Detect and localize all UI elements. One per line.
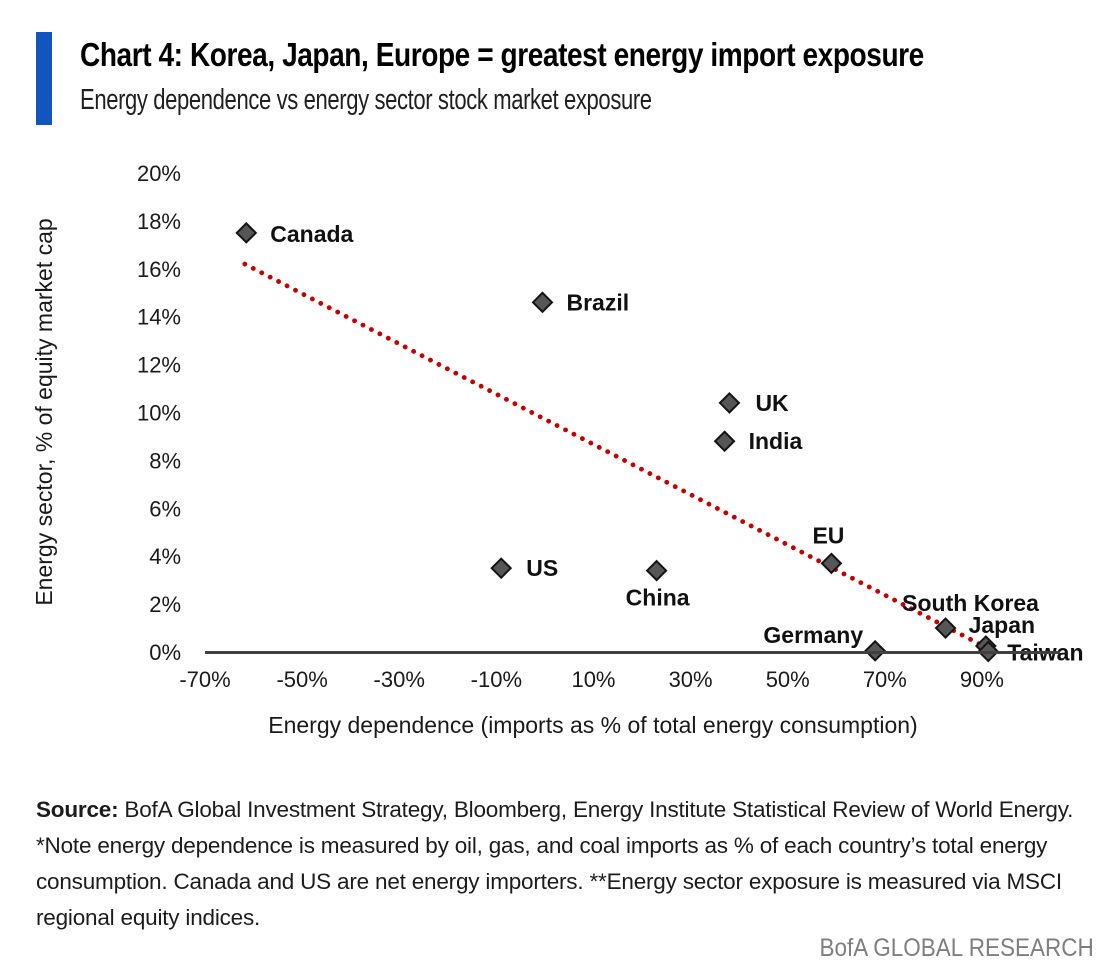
point-label-germany: Germany — [763, 622, 863, 648]
y-tick-label: 14% — [137, 305, 181, 330]
y-tick-label: 18% — [137, 209, 181, 234]
scatter-chart: -70% -50% -30% -10% 10% 30% 50% 70% 90% 0% 2% 4% 6% 8… — [31, 161, 1084, 738]
source-text: BofA Global Investment Strategy, Bloombe… — [36, 797, 1074, 930]
brand-mark: BofA GLOBAL RESEARCH — [819, 934, 1094, 962]
y-tick-label: 8% — [149, 448, 181, 473]
chart-title: Chart 4: Korea, Japan, Europe = greatest… — [80, 36, 924, 73]
y-tick-label: 20% — [137, 161, 181, 186]
y-axis-title: Energy sector, % of equity market cap — [31, 218, 57, 605]
y-tick-label: 12% — [137, 353, 181, 378]
x-tick-label: 90% — [960, 667, 1004, 692]
point-label-south-korea: South Korea — [902, 590, 1039, 616]
x-tick-label: 30% — [669, 667, 713, 692]
title-accent-bar — [36, 32, 52, 125]
y-tick-label: 6% — [149, 496, 181, 521]
point-label-canada: Canada — [270, 221, 353, 247]
point-label-japan: Japan — [969, 612, 1035, 638]
point-label-us: US — [526, 555, 558, 581]
x-tick-label: 70% — [863, 667, 907, 692]
y-tick-label: 4% — [149, 544, 181, 569]
point-eu — [820, 552, 843, 575]
point-germany — [864, 639, 887, 662]
source-label: Source: — [36, 797, 119, 822]
x-tick-label: -30% — [374, 667, 425, 692]
point-india — [713, 430, 736, 453]
x-tick-label: -70% — [179, 667, 230, 692]
trend-line — [242, 261, 986, 649]
point-canada — [235, 221, 258, 244]
point-uk — [718, 392, 741, 414]
source-note: Source: BofA Global Investment Strategy,… — [36, 792, 1094, 936]
point-brazil — [531, 291, 554, 314]
y-tick-label: 2% — [149, 592, 181, 617]
x-tick-label: 10% — [571, 667, 615, 692]
y-tick-label: 10% — [137, 401, 181, 426]
y-tick-label: 0% — [149, 640, 181, 665]
point-us — [490, 557, 513, 580]
point-label-india: India — [749, 428, 803, 454]
x-axis-title: Energy dependence (imports as % of total… — [268, 712, 917, 738]
point-south-korea — [934, 617, 957, 639]
x-tick-label: -10% — [471, 667, 522, 692]
x-tick-label: -50% — [276, 667, 327, 692]
point-label-eu: EU — [812, 522, 844, 548]
point-label-uk: UK — [755, 390, 789, 416]
point-label-brazil: Brazil — [566, 289, 629, 315]
x-tick-label: 50% — [766, 667, 810, 692]
point-label-china: China — [626, 585, 690, 611]
y-tick-label: 16% — [137, 257, 181, 282]
chart-subtitle: Energy dependence vs energy sector stock… — [80, 84, 652, 116]
point-china — [645, 559, 668, 582]
